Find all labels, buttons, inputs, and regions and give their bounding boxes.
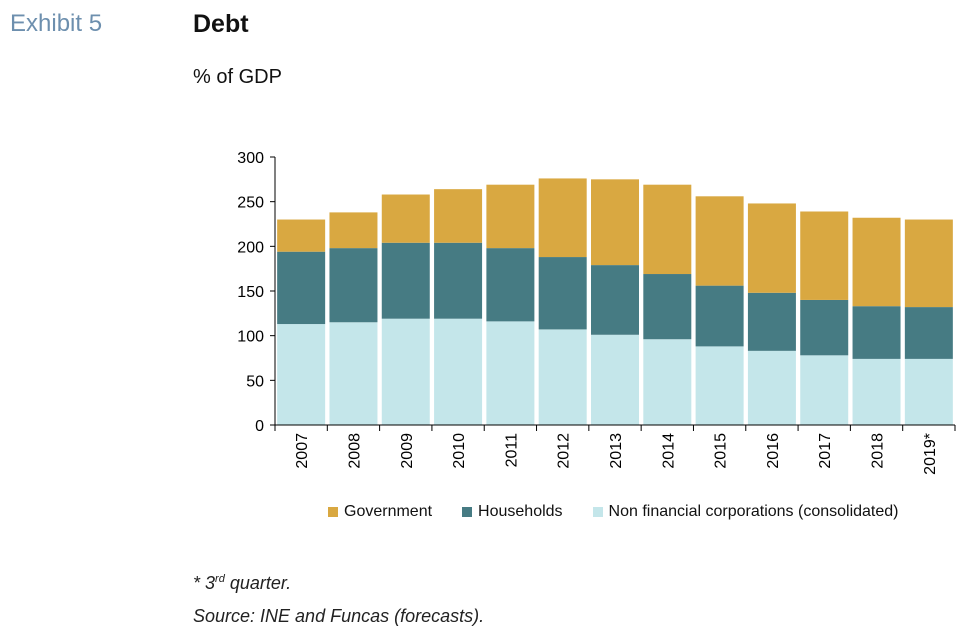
x-tick-label-2009: 2009 — [399, 433, 416, 469]
bar-non-2018 — [852, 358, 901, 425]
chart-title: Debt — [193, 10, 249, 38]
bar-non-2009 — [381, 318, 430, 425]
bar-government-2019 — [904, 219, 953, 308]
footnote: * 3rd quarter. — [193, 573, 291, 594]
legend-item-nfc: Non financial corporations (consolidated… — [592, 503, 899, 521]
bar-government-2007 — [277, 219, 326, 252]
bar-government-2011 — [486, 184, 535, 249]
x-tick-label-2010: 2010 — [451, 433, 468, 469]
bar-households-2019 — [904, 307, 953, 359]
bar-non-2010 — [434, 318, 483, 425]
bar-households-2018 — [852, 306, 901, 359]
bar-households-2017 — [800, 299, 849, 356]
bar-government-2008 — [329, 212, 378, 249]
bar-households-2012 — [538, 257, 587, 330]
y-tick-label-150: 150 — [237, 284, 264, 301]
bar-government-2014 — [643, 184, 692, 275]
y-tick-label-250: 250 — [237, 195, 264, 212]
x-tick-label-2013: 2013 — [608, 433, 625, 469]
bar-non-2015 — [695, 346, 744, 425]
bar-non-2019 — [904, 358, 953, 425]
bar-households-2007 — [277, 251, 326, 325]
bar-non-2007 — [277, 324, 326, 425]
bar-government-2009 — [381, 194, 430, 243]
x-tick-label-2015: 2015 — [713, 433, 730, 469]
bar-households-2008 — [329, 248, 378, 323]
bar-non-2014 — [643, 339, 692, 425]
bar-households-2010 — [434, 242, 483, 319]
bar-government-2018 — [852, 217, 901, 307]
bar-households-2016 — [747, 292, 796, 351]
bar-households-2011 — [486, 248, 535, 322]
legend-swatch-government — [328, 507, 338, 517]
x-tick-label-2008: 2008 — [346, 433, 363, 469]
bar-government-2013 — [591, 179, 639, 266]
source-note: Source: INE and Funcas (forecasts). — [193, 606, 485, 626]
bar-households-2015 — [695, 285, 744, 347]
bar-non-2008 — [329, 322, 378, 425]
x-tick-label-2012: 2012 — [556, 433, 573, 469]
stacked-bar-chart: 0 50 100 150 200 250 300 2007 2008 2009 2010 2011 20… — [237, 150, 956, 475]
x-tick-label-2007: 2007 — [294, 433, 311, 469]
chart-legend: Government Households Non financial corp… — [328, 500, 898, 524]
y-tick-label-200: 200 — [237, 239, 264, 256]
bar-government-2010 — [434, 189, 483, 243]
legend-swatch-nfc — [592, 507, 603, 517]
bar-households-2009 — [381, 242, 430, 319]
bar-non-2013 — [591, 334, 639, 425]
bar-government-2016 — [747, 203, 796, 293]
legend-label-government: Government — [344, 503, 433, 520]
bar-government-2015 — [695, 196, 744, 286]
legend-label-households: Households — [478, 503, 563, 520]
footnote-prefix: * 3 — [193, 573, 216, 593]
bar-government-2012 — [538, 178, 587, 258]
exhibit-label: Exhibit 5 — [10, 10, 103, 37]
footnote-superscript: rd — [215, 573, 225, 585]
legend-label-nfc: Non financial corporations (consolidated… — [608, 503, 899, 520]
x-tick-label-2016: 2016 — [765, 433, 782, 469]
bar-government-2017 — [800, 211, 849, 300]
bar-households-2014 — [643, 274, 692, 340]
legend-swatch-households — [462, 507, 473, 517]
x-tick-label-2014: 2014 — [660, 433, 677, 469]
bar-non-2017 — [800, 355, 849, 425]
legend-item-households: Households — [462, 503, 563, 521]
x-tick-label-2017: 2017 — [817, 433, 834, 469]
y-tick-label-300: 300 — [237, 150, 264, 167]
y-tick-label-50: 50 — [246, 373, 264, 390]
x-tick-label-2018: 2018 — [870, 433, 887, 469]
legend-item-government: Government — [328, 503, 432, 521]
bar-non-2011 — [486, 321, 535, 425]
bar-non-2012 — [538, 329, 587, 425]
chart-subtitle: % of GDP — [193, 66, 282, 88]
footnote-suffix: quarter. — [224, 573, 292, 593]
y-tick-label-100: 100 — [237, 329, 264, 346]
x-tick-label-2019: 2019* — [922, 433, 939, 475]
x-tick-label-2011: 2011 — [503, 433, 520, 468]
y-tick-label-0: 0 — [255, 418, 264, 435]
bar-households-2013 — [591, 265, 639, 335]
bar-non-2016 — [747, 350, 796, 425]
